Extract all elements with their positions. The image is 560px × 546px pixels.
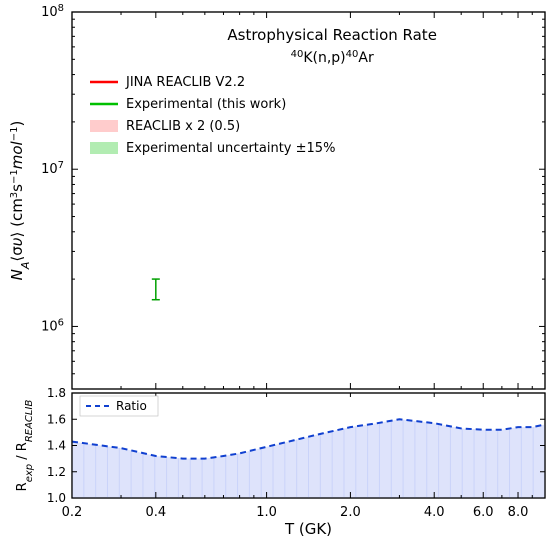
xtick-label: 8.0 xyxy=(508,505,529,520)
legend-swatch xyxy=(90,142,118,154)
ytick-label: 1.6 xyxy=(47,412,66,426)
legend-label: JINA REACLIB V2.2 xyxy=(125,75,245,90)
xtick-label: 4.0 xyxy=(424,505,445,520)
ytick-label: 1.0 xyxy=(47,491,66,505)
bottom-ylabel: Rexp / RREACLIB xyxy=(15,400,35,492)
ytick-label: 1.8 xyxy=(47,386,66,400)
ytick-label: 107 xyxy=(41,160,64,178)
top-panel-frame xyxy=(72,12,545,389)
chart-title: Astrophysical Reaction Rate xyxy=(227,26,437,44)
legend-label: Experimental uncertainty ±15% xyxy=(126,141,335,156)
legend-label: Ratio xyxy=(116,399,147,413)
legend-label: Experimental (this work) xyxy=(126,97,286,112)
xtick-label: 1.0 xyxy=(256,505,277,520)
xtick-label: 0.4 xyxy=(145,505,166,520)
ytick-label: 108 xyxy=(41,3,64,21)
ytick-label: 1.2 xyxy=(47,465,66,479)
ytick-label: 106 xyxy=(41,317,64,335)
figure: 106 107 108 NA⟨συ⟩ (cm3s−1mol−1) Astrophysic… xyxy=(0,0,560,546)
xtick-label: 0.2 xyxy=(62,505,83,520)
legend-swatch xyxy=(90,120,118,132)
bottom-panel xyxy=(72,419,545,498)
top-ylabel: NA⟨συ⟩ (cm3s−1mol−1) xyxy=(8,121,32,281)
xtick-label: 2.0 xyxy=(340,505,361,520)
xlabel: T (GK) xyxy=(284,520,332,538)
xtick-label: 6.0 xyxy=(473,505,494,520)
chart-subtitle: 40K(n,p)40Ar xyxy=(291,49,374,67)
ytick-label: 1.4 xyxy=(47,439,66,453)
legend-label: REACLIB x 2 (0.5) xyxy=(126,119,240,134)
